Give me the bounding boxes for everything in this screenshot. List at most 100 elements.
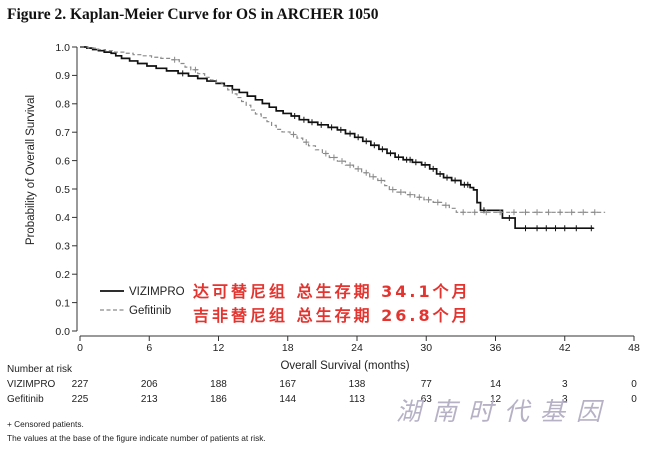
x-tick-label: 12	[213, 342, 225, 354]
risk-row-label: VIZIMPRO	[7, 379, 56, 390]
vizimpro-censor-mark	[291, 113, 298, 120]
risk-value: 63	[421, 394, 433, 405]
vizimpro-censor-mark	[430, 165, 437, 172]
legend: VIZIMPRO Gefitinib	[100, 286, 185, 317]
x-tick-label: 0	[77, 342, 83, 354]
gefitinib-censor-mark	[397, 189, 404, 196]
y-tick-label: 0.7	[55, 127, 70, 139]
vizimpro-censor-mark	[363, 138, 370, 145]
risk-value: 186	[210, 394, 227, 405]
vizimpro-censor-mark	[444, 174, 451, 181]
gefitinib-censor-mark	[557, 209, 564, 216]
vizimpro-censor-mark	[573, 225, 580, 232]
y-tick-label: 0.4	[55, 212, 70, 224]
risk-table: VIZIMPRO 227 206 188 167 138 77 14 3 0 Gefitinib 22…	[7, 379, 637, 405]
risk-value: 0	[631, 394, 637, 405]
vizimpro-censor-mark	[337, 126, 344, 133]
risk-row-label: Gefitinib	[7, 394, 44, 405]
vizimpro-censor-mark	[355, 134, 362, 141]
risk-value: 227	[72, 379, 89, 390]
gefitinib-censor-mark	[322, 150, 329, 157]
vizimpro-censor-mark	[347, 130, 354, 137]
risk-value: 138	[349, 379, 366, 390]
gefitinib-censor-mark	[330, 154, 337, 161]
watermark: 湖南时代基因	[396, 397, 612, 426]
gefitinib-censor-mark	[460, 209, 467, 216]
risk-value: 188	[210, 379, 227, 390]
vizimpro-censor-mark	[422, 161, 429, 168]
gefitinib-censor-mark	[378, 177, 385, 184]
gefitinib-censor-mark	[591, 209, 598, 216]
vizimpro-censor-mark	[407, 156, 414, 163]
chart-title: Figure 2. Kaplan-Meier Curve for OS in A…	[7, 6, 379, 23]
gefitinib-censor-mark	[416, 194, 423, 201]
y-tick-label: 0.5	[55, 184, 70, 196]
risk-value: 213	[141, 394, 158, 405]
vizimpro-censor-mark	[552, 225, 559, 232]
risk-value: 113	[349, 394, 365, 405]
risk-value: 14	[490, 379, 502, 390]
vizimpro-censor-mark	[395, 154, 402, 161]
risk-value: 12	[490, 394, 502, 405]
gefitinib-censor-mark	[171, 56, 178, 63]
gefitinib-censor-mark	[545, 209, 552, 216]
vizimpro-censor-mark	[588, 225, 595, 232]
x-tick-label: 42	[559, 342, 571, 354]
vizimpro-censor-mark	[534, 225, 541, 232]
gefitinib-censor-mark	[497, 209, 504, 216]
gefitinib-censor-mark	[290, 131, 297, 138]
vizimpro-censor-mark	[318, 121, 325, 128]
gefitinib-censor-mark	[363, 169, 370, 176]
vizimpro-censor-mark	[522, 225, 529, 232]
vizimpro-censor-mark	[308, 119, 315, 126]
x-tick-label: 36	[490, 342, 502, 354]
legend-label-gefitinib: Gefitinib	[129, 305, 171, 317]
x-tick-label: 6	[146, 342, 152, 354]
risk-value: 77	[421, 379, 433, 390]
vizimpro-censor-mark	[300, 116, 307, 123]
vizimpro-censor-mark	[543, 225, 550, 232]
gefitinib-curve	[80, 46, 606, 213]
vizimpro-censor-mark	[179, 70, 186, 77]
vizimpro-censor-mark	[387, 150, 394, 157]
gefitinib-censor-mark	[483, 209, 490, 216]
gefitinib-censor-mark	[534, 209, 541, 216]
vizimpro-censor-mark	[506, 214, 513, 221]
x-tick-label: 48	[628, 342, 640, 354]
vizimpro-censor-mark	[437, 170, 444, 177]
risk-table-title: Number at risk	[7, 364, 73, 375]
vizimpro-censor-mark	[328, 124, 335, 131]
gefitinib-censor-mark	[355, 165, 362, 172]
risk-value: 167	[279, 379, 296, 390]
risk-value: 3	[562, 379, 568, 390]
gefitinib-censor-mark	[339, 158, 345, 165]
x-tick-label: 18	[282, 342, 294, 354]
gefitinib-censor-mark	[347, 162, 354, 169]
y-tick-label: 0.3	[55, 241, 70, 253]
y-ticks: 0.0 0.1 0.2 0.3 0.4 0.5 0.6 0.7 0.8 0.9 1.0	[55, 42, 77, 338]
gefitinib-censor-mark	[389, 186, 396, 193]
x-tick-label: 30	[420, 342, 432, 354]
risk-value: 3	[562, 394, 568, 405]
risk-value: 0	[631, 379, 637, 390]
vizimpro-censor-mark	[561, 225, 568, 232]
x-tick-label: 24	[351, 342, 363, 354]
risk-value: 144	[279, 394, 296, 405]
gefitinib-censor-mark	[471, 209, 478, 216]
y-tick-label: 0.0	[55, 326, 70, 338]
x-ticks: 0 6 12 18 24 30 36 42 48	[77, 336, 640, 354]
annotation-dacomitinib-os: 达可替尼组 总生存期 34.1个月	[193, 282, 471, 301]
gefitinib-censor-mark	[303, 139, 310, 146]
vizimpro-censor-mark	[379, 146, 386, 153]
x-axis-label: Overall Survival (months)	[280, 360, 409, 372]
gefitinib-censor-mark	[370, 173, 377, 180]
annotation-gefitinib-os: 吉非替尼组 总生存期 26.8个月	[193, 306, 471, 325]
gefitinib-censor-mark	[407, 191, 414, 198]
y-tick-label: 0.6	[55, 155, 70, 167]
y-tick-label: 0.1	[55, 297, 70, 309]
risk-value: 206	[141, 379, 158, 390]
y-axis-label: Probability of Overall Survival	[25, 95, 37, 245]
legend-label-vizimpro: VIZIMPRO	[129, 286, 185, 298]
y-tick-label: 1.0	[55, 42, 70, 54]
gefitinib-censor-mark	[580, 209, 587, 216]
